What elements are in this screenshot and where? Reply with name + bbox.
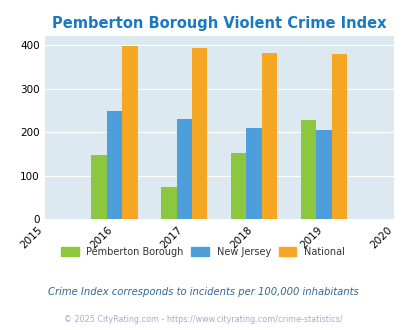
Bar <box>176 119 192 219</box>
Bar <box>230 153 246 219</box>
Bar <box>161 187 176 219</box>
Bar <box>315 130 331 219</box>
Bar <box>192 48 207 219</box>
Bar <box>300 120 315 219</box>
Bar <box>122 46 137 219</box>
Bar <box>331 54 346 219</box>
Bar <box>261 53 277 219</box>
Bar <box>91 155 107 219</box>
Title: Pemberton Borough Violent Crime Index: Pemberton Borough Violent Crime Index <box>52 16 386 31</box>
Legend: Pemberton Borough, New Jersey, National: Pemberton Borough, New Jersey, National <box>57 243 348 261</box>
Text: © 2025 CityRating.com - https://www.cityrating.com/crime-statistics/: © 2025 CityRating.com - https://www.city… <box>64 315 341 324</box>
Text: Crime Index corresponds to incidents per 100,000 inhabitants: Crime Index corresponds to incidents per… <box>47 287 358 297</box>
Bar <box>107 111 122 219</box>
Bar <box>246 128 261 219</box>
